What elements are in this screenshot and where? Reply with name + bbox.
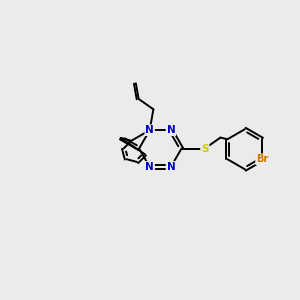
Text: N: N [167,125,175,135]
Text: Br: Br [256,154,268,164]
Text: N: N [167,162,175,172]
Text: N: N [145,162,154,172]
Text: S: S [201,143,208,154]
Text: N: N [145,125,154,135]
